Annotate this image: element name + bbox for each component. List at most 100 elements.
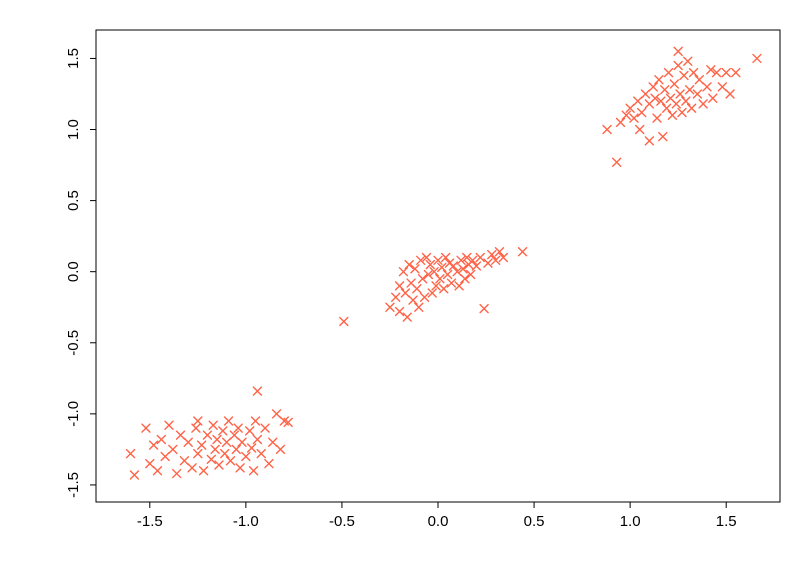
scatter-point [726, 90, 734, 98]
scatter-point [444, 271, 452, 279]
scatter-point [690, 69, 698, 77]
scatter-point [194, 417, 202, 425]
y-tick-label: -1.0 [65, 401, 82, 427]
scatter-point [232, 445, 240, 453]
scatter-point [732, 69, 740, 77]
scatter-point [276, 445, 284, 453]
scatter-point [709, 94, 717, 102]
scatter-point [207, 455, 215, 463]
scatter-point [634, 97, 642, 105]
scatter-point [386, 303, 394, 311]
scatter-point [680, 71, 688, 79]
scatter-point [630, 114, 638, 122]
scatter-point [411, 265, 419, 273]
scatter-point [211, 445, 219, 453]
scatter-point [261, 424, 269, 432]
scatter-point [447, 279, 455, 287]
x-tick-label: 0.0 [428, 513, 449, 530]
scatter-point [213, 435, 221, 443]
scatter-point [703, 83, 711, 91]
y-tick-label: 0.5 [65, 190, 82, 211]
scatter-point [519, 248, 527, 256]
scatter-point [663, 104, 671, 112]
scatter-point [340, 317, 348, 325]
scatter-point [421, 293, 429, 301]
scatter-point [480, 305, 488, 313]
scatter-point [665, 69, 673, 77]
scatter-point [401, 289, 409, 297]
scatter-point [269, 438, 277, 446]
scatter-point [265, 460, 273, 468]
scatter-point [642, 90, 650, 98]
scatter-point [257, 450, 265, 458]
chart-canvas: -1.5-1.0-0.50.00.51.01.5-1.5-1.0-0.50.00… [0, 0, 800, 571]
scatter-point [215, 461, 223, 469]
scatter-chart: -1.5-1.0-0.50.00.51.01.5-1.5-1.0-0.50.00… [0, 0, 800, 571]
scatter-point [467, 271, 475, 279]
x-tick-label: 1.0 [620, 513, 641, 530]
y-tick-label: 0.0 [65, 261, 82, 282]
scatter-point [184, 438, 192, 446]
scatter-point [142, 424, 150, 432]
scatter-point [649, 83, 657, 91]
scatter-point [670, 80, 678, 88]
scatter-point [200, 467, 208, 475]
scatter-point [684, 57, 692, 65]
scatter-point [161, 453, 169, 461]
scatter-point [169, 445, 177, 453]
scatter-point [682, 97, 690, 105]
scatter-point [130, 471, 138, 479]
scatter-point [413, 285, 421, 293]
scatter-point [225, 417, 233, 425]
y-tick-label: 1.0 [65, 119, 82, 140]
scatter-point [455, 282, 463, 290]
x-tick-label: 1.5 [716, 513, 737, 530]
scatter-point [645, 137, 653, 145]
scatter-point [661, 86, 669, 94]
scatter-point [753, 54, 761, 62]
scatter-point [248, 444, 256, 452]
scatter-point [250, 467, 258, 475]
scatter-point [246, 427, 254, 435]
scatter-point [676, 90, 684, 98]
scatter-point [461, 275, 469, 283]
y-tick-label: -1.5 [65, 472, 82, 498]
scatter-point [636, 126, 644, 134]
scatter-point [194, 450, 202, 458]
scatter-point [674, 62, 682, 70]
scatter-point [396, 282, 404, 290]
x-tick-label: 0.5 [524, 513, 545, 530]
scatter-series [127, 47, 761, 479]
scatter-point [668, 111, 676, 119]
scatter-point [688, 104, 696, 112]
scatter-point [476, 253, 484, 261]
scatter-point [419, 275, 427, 283]
scatter-point [226, 457, 234, 465]
scatter-point [223, 438, 231, 446]
scatter-point [192, 424, 200, 432]
scatter-point [396, 307, 404, 315]
scatter-point [415, 303, 423, 311]
scatter-point [409, 296, 417, 304]
scatter-point [695, 76, 703, 84]
scatter-point [209, 421, 217, 429]
scatter-point [399, 268, 407, 276]
scatter-point [221, 450, 229, 458]
scatter-point [440, 285, 448, 293]
scatter-point [251, 417, 259, 425]
x-tick-label: -1.0 [233, 513, 259, 530]
scatter-point [653, 114, 661, 122]
scatter-point [157, 435, 165, 443]
scatter-point [180, 457, 188, 465]
scatter-point [203, 431, 211, 439]
scatter-point [613, 158, 621, 166]
y-tick-label: 1.5 [65, 48, 82, 69]
scatter-point [188, 464, 196, 472]
scatter-point [177, 431, 185, 439]
scatter-point [219, 427, 227, 435]
scatter-point [236, 464, 244, 472]
scatter-point [253, 435, 261, 443]
scatter-point [273, 410, 281, 418]
scatter-point [718, 83, 726, 91]
scatter-point [198, 441, 206, 449]
